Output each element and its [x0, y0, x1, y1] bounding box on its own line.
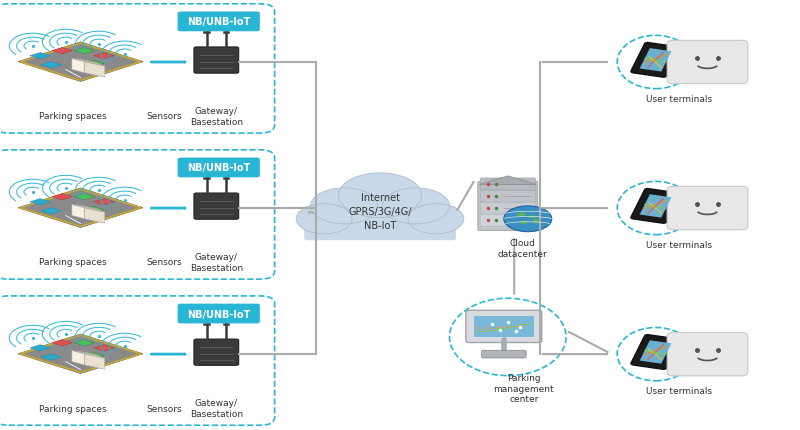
- Ellipse shape: [618, 328, 694, 381]
- Polygon shape: [52, 48, 73, 55]
- Polygon shape: [72, 59, 84, 74]
- Polygon shape: [30, 199, 50, 206]
- Polygon shape: [84, 208, 105, 224]
- Polygon shape: [74, 48, 94, 55]
- FancyBboxPatch shape: [480, 203, 535, 215]
- FancyBboxPatch shape: [482, 350, 526, 358]
- Circle shape: [504, 206, 552, 232]
- Polygon shape: [74, 194, 94, 200]
- Circle shape: [310, 188, 378, 224]
- Ellipse shape: [618, 36, 694, 89]
- Polygon shape: [94, 53, 114, 60]
- FancyBboxPatch shape: [194, 339, 238, 366]
- Text: Parking spaces: Parking spaces: [38, 112, 106, 121]
- Text: Sensors: Sensors: [147, 112, 182, 121]
- Polygon shape: [479, 176, 536, 185]
- FancyBboxPatch shape: [640, 49, 671, 72]
- Text: User terminals: User terminals: [646, 387, 713, 396]
- Polygon shape: [41, 208, 62, 215]
- Polygon shape: [76, 205, 105, 213]
- FancyBboxPatch shape: [178, 12, 260, 32]
- FancyBboxPatch shape: [667, 41, 748, 84]
- FancyBboxPatch shape: [480, 178, 535, 190]
- FancyBboxPatch shape: [631, 189, 680, 224]
- Text: Gateway/
Basestation: Gateway/ Basestation: [190, 107, 243, 126]
- Polygon shape: [18, 43, 143, 82]
- Polygon shape: [18, 334, 143, 374]
- Text: NB/UNB-IoT: NB/UNB-IoT: [187, 17, 250, 28]
- FancyBboxPatch shape: [478, 182, 538, 231]
- Polygon shape: [94, 345, 114, 351]
- FancyBboxPatch shape: [178, 304, 260, 324]
- FancyBboxPatch shape: [667, 187, 748, 230]
- Text: NB/UNB-IoT: NB/UNB-IoT: [187, 163, 250, 173]
- Circle shape: [296, 204, 352, 234]
- Ellipse shape: [618, 182, 694, 235]
- Polygon shape: [72, 205, 84, 219]
- Polygon shape: [18, 188, 143, 228]
- FancyBboxPatch shape: [0, 5, 274, 134]
- Circle shape: [382, 188, 450, 224]
- Ellipse shape: [520, 221, 528, 224]
- Ellipse shape: [528, 215, 535, 218]
- Ellipse shape: [533, 219, 538, 224]
- Polygon shape: [84, 62, 105, 78]
- Text: Sensors: Sensors: [147, 404, 182, 412]
- Text: User terminals: User terminals: [646, 95, 713, 104]
- Text: Internet
GPRS/3G/4G/
NB-IoT: Internet GPRS/3G/4G/ NB-IoT: [348, 193, 412, 230]
- Polygon shape: [76, 350, 105, 358]
- Polygon shape: [52, 340, 73, 346]
- FancyBboxPatch shape: [480, 215, 535, 227]
- Polygon shape: [52, 194, 73, 200]
- FancyBboxPatch shape: [480, 190, 535, 203]
- Polygon shape: [83, 61, 104, 68]
- Polygon shape: [84, 354, 105, 369]
- FancyBboxPatch shape: [304, 206, 456, 241]
- FancyBboxPatch shape: [178, 158, 260, 178]
- Polygon shape: [41, 62, 62, 69]
- FancyBboxPatch shape: [631, 335, 680, 369]
- Polygon shape: [74, 340, 94, 346]
- Text: User terminals: User terminals: [646, 241, 713, 250]
- Text: Gateway/
Basestation: Gateway/ Basestation: [190, 253, 243, 272]
- Text: Parking spaces: Parking spaces: [38, 258, 106, 267]
- Text: Gateway/
Basestation: Gateway/ Basestation: [190, 399, 243, 418]
- FancyBboxPatch shape: [640, 195, 671, 218]
- Ellipse shape: [450, 298, 566, 376]
- Polygon shape: [76, 59, 105, 67]
- Polygon shape: [30, 345, 50, 351]
- Text: NB/UNB-IoT: NB/UNB-IoT: [187, 309, 250, 319]
- Polygon shape: [30, 53, 50, 60]
- Polygon shape: [83, 353, 104, 359]
- Polygon shape: [41, 354, 62, 360]
- Circle shape: [324, 185, 404, 228]
- FancyBboxPatch shape: [640, 341, 671, 364]
- FancyBboxPatch shape: [194, 194, 238, 220]
- Polygon shape: [72, 350, 84, 365]
- FancyBboxPatch shape: [0, 296, 274, 425]
- Text: Cloud
datacenter: Cloud datacenter: [498, 239, 547, 258]
- Text: Sensors: Sensors: [147, 258, 182, 267]
- Polygon shape: [83, 207, 104, 213]
- FancyBboxPatch shape: [466, 310, 542, 343]
- Circle shape: [338, 173, 422, 218]
- FancyBboxPatch shape: [474, 316, 534, 338]
- Circle shape: [358, 188, 434, 229]
- Ellipse shape: [517, 213, 526, 217]
- FancyBboxPatch shape: [667, 333, 748, 376]
- FancyBboxPatch shape: [194, 48, 238, 74]
- Circle shape: [408, 204, 464, 234]
- Text: Parking spaces: Parking spaces: [38, 404, 106, 412]
- Text: Parking
management
center: Parking management center: [494, 374, 554, 403]
- FancyBboxPatch shape: [0, 150, 274, 280]
- Polygon shape: [94, 199, 114, 206]
- FancyBboxPatch shape: [631, 43, 680, 78]
